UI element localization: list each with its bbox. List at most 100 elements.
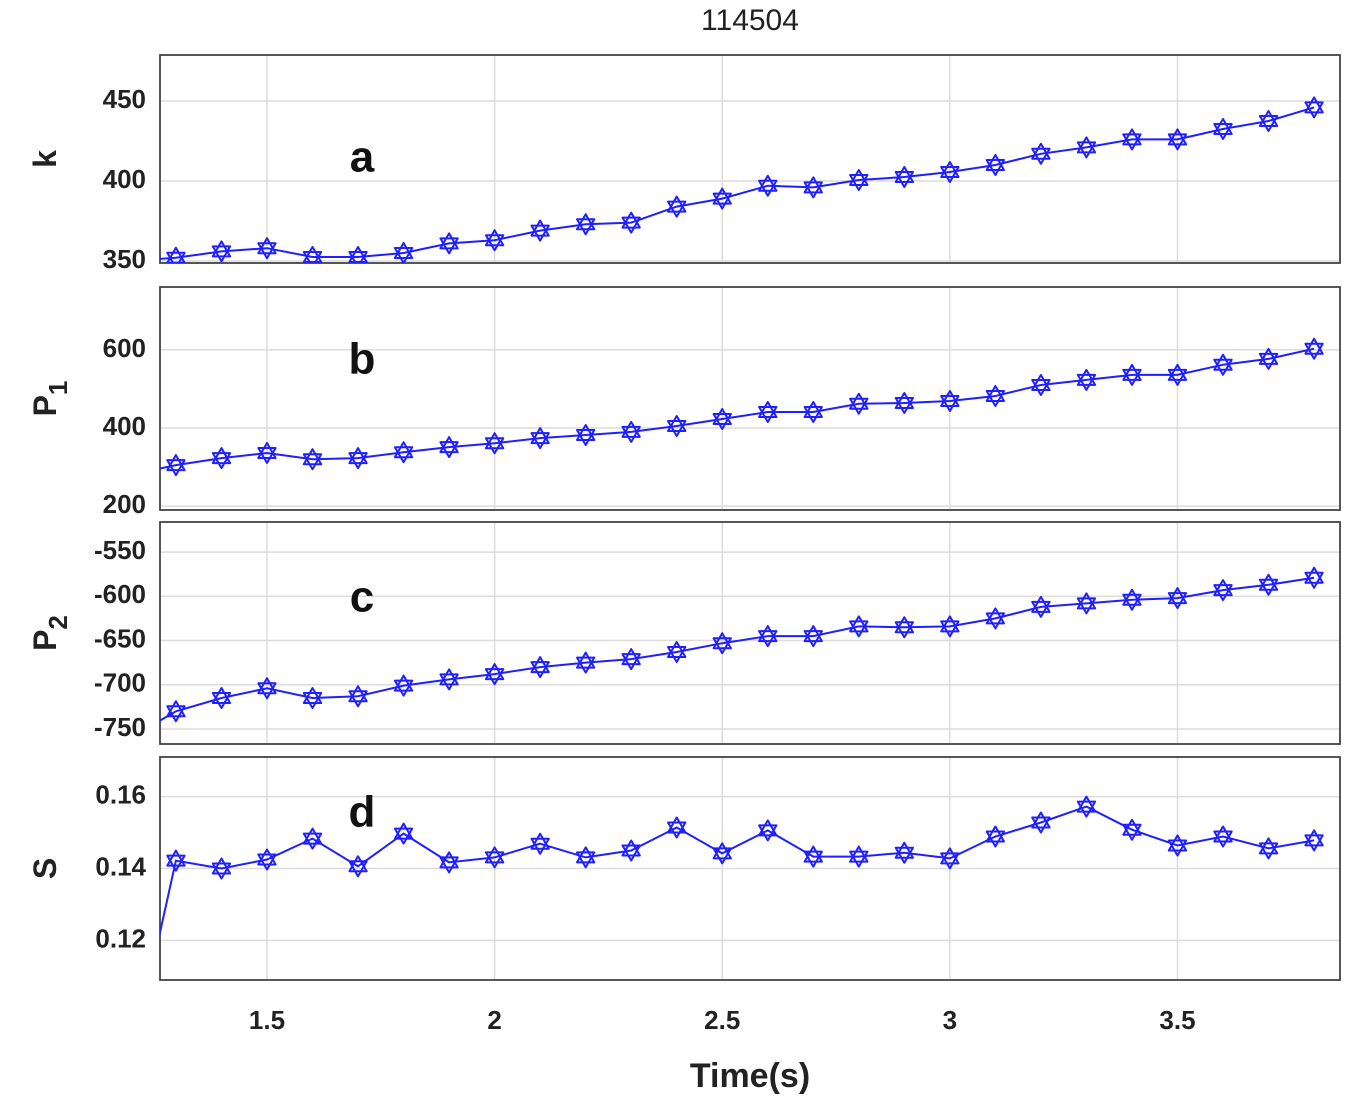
point-marker xyxy=(1031,374,1051,396)
point-marker xyxy=(302,246,323,263)
point-marker xyxy=(985,154,1005,176)
y-axis-label: k xyxy=(27,150,63,168)
x-tick-label: 2 xyxy=(487,1005,501,1035)
series-line xyxy=(160,805,1315,938)
point-marker xyxy=(849,845,869,868)
point-marker xyxy=(849,615,869,638)
point-marker xyxy=(1258,837,1279,860)
point-marker xyxy=(985,385,1005,407)
y-axis-label-main: P xyxy=(27,395,63,416)
point-marker xyxy=(122,1056,139,1076)
point-marker xyxy=(894,392,914,414)
point-marker xyxy=(1122,128,1142,151)
point-marker xyxy=(257,237,277,260)
point-marker xyxy=(393,822,414,845)
y-tick-label: 400 xyxy=(103,164,146,194)
point-marker xyxy=(667,641,687,663)
point-marker xyxy=(621,211,641,234)
point-marker xyxy=(302,448,323,471)
series xyxy=(122,795,1324,1076)
point-marker xyxy=(302,687,323,709)
series-line xyxy=(160,106,1315,260)
point-marker xyxy=(1031,595,1051,618)
point-marker xyxy=(712,408,732,430)
point-marker xyxy=(211,687,232,709)
y-tick-label: 400 xyxy=(103,411,146,441)
point-marker xyxy=(1076,368,1097,391)
point-marker xyxy=(348,855,368,878)
point-marker xyxy=(348,246,368,263)
point-marker xyxy=(484,663,505,686)
point-marker xyxy=(484,229,505,252)
y-axis-label: P1 xyxy=(27,381,72,417)
panel-label: a xyxy=(350,133,375,182)
point-marker xyxy=(166,849,186,872)
y-axis-label-main: k xyxy=(27,150,63,168)
y-tick-label: -600 xyxy=(94,579,146,609)
y-tick-label: 0.12 xyxy=(95,923,146,953)
point-marker xyxy=(439,851,459,874)
point-marker xyxy=(1213,353,1233,376)
point-marker xyxy=(257,848,277,871)
y-axis-label-main: P xyxy=(27,630,63,651)
y-axis-label-main: S xyxy=(27,858,63,879)
point-marker xyxy=(576,213,596,236)
series xyxy=(160,96,1324,263)
y-tick-label: 200 xyxy=(103,489,146,519)
point-marker xyxy=(621,648,641,671)
point-marker xyxy=(894,616,914,639)
point-marker xyxy=(1304,337,1324,360)
chart-title: 114504 xyxy=(701,4,799,37)
point-marker xyxy=(166,454,186,477)
plot-area xyxy=(160,287,1340,510)
series-line xyxy=(160,576,1315,722)
point-marker xyxy=(758,819,778,842)
point-marker xyxy=(940,161,960,183)
y-tick-label: 0.14 xyxy=(95,851,146,881)
point-marker xyxy=(1258,110,1279,132)
point-marker xyxy=(1258,573,1279,596)
point-marker xyxy=(1213,825,1233,848)
point-marker xyxy=(758,174,778,197)
y-axis-label-subscript: 1 xyxy=(43,381,73,395)
point-marker xyxy=(211,857,232,880)
point-marker xyxy=(985,825,1005,848)
point-marker xyxy=(166,700,186,723)
point-marker xyxy=(439,436,459,459)
panel-label: c xyxy=(350,573,374,622)
point-marker xyxy=(667,415,687,437)
point-marker xyxy=(484,432,505,455)
point-marker xyxy=(758,401,778,423)
point-marker xyxy=(576,846,596,869)
point-marker xyxy=(803,401,823,423)
point-marker xyxy=(1258,347,1279,370)
point-marker xyxy=(712,842,732,865)
point-marker xyxy=(211,240,232,263)
plot-frame xyxy=(159,54,1341,264)
point-marker xyxy=(894,166,914,188)
point-marker xyxy=(1304,829,1324,852)
series xyxy=(160,337,1324,477)
point-marker xyxy=(530,832,550,855)
point-marker xyxy=(1304,96,1324,119)
x-tick-label: 3 xyxy=(943,1005,957,1035)
y-tick-label: -650 xyxy=(94,623,146,653)
y-axis-label-subscript: 2 xyxy=(43,615,73,629)
plot-area xyxy=(160,522,1340,744)
point-marker xyxy=(393,674,414,697)
point-marker xyxy=(1076,592,1097,615)
point-marker xyxy=(530,656,550,679)
point-marker xyxy=(530,427,550,450)
point-marker xyxy=(667,195,687,218)
point-marker xyxy=(257,677,277,700)
y-tick-label: -750 xyxy=(94,712,146,742)
point-marker xyxy=(940,615,960,638)
point-marker xyxy=(1031,142,1051,165)
point-marker xyxy=(302,827,323,850)
point-marker xyxy=(393,441,414,464)
series-line xyxy=(160,347,1315,470)
point-marker xyxy=(1213,579,1233,602)
point-marker xyxy=(758,625,778,648)
point-marker xyxy=(348,685,368,708)
